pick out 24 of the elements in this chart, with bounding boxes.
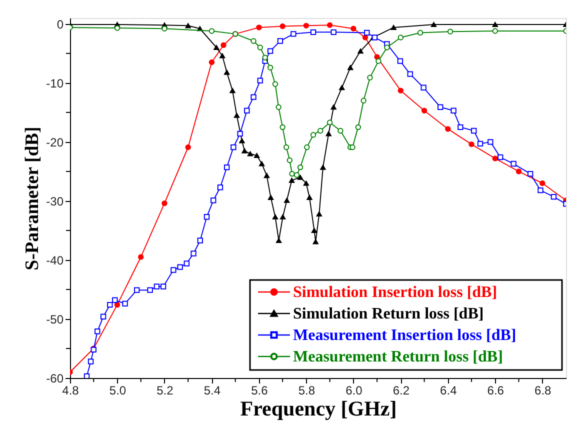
x-tick-label: 6.4	[440, 384, 458, 398]
x-tick-label: 5.0	[109, 384, 126, 398]
x-tick-label: 5.4	[204, 384, 221, 398]
y-tick-label: -10	[46, 76, 64, 90]
x-tick-label: 6.6	[487, 384, 504, 398]
x-tick-label: 6.8	[534, 384, 552, 398]
x-tick-label: 6.0	[346, 384, 363, 398]
x-tick-label: 5.8	[298, 384, 316, 398]
y-tick-label: 0	[56, 17, 64, 32]
y-tick-label: -20	[46, 135, 64, 150]
y-tick-label: -60	[46, 372, 64, 386]
legend-label: Measurement Insertion loss [dB]	[293, 327, 516, 344]
x-tick-label: 4.8	[62, 384, 80, 398]
y-tick-label: -40	[46, 253, 64, 268]
x-tick-label: 6.2	[392, 384, 410, 398]
y-tick-label: -30	[46, 194, 64, 208]
x-tick-label: 5.6	[251, 384, 268, 398]
y-axis-title: S-Parameter [dB]	[22, 126, 44, 270]
x-axis-title: Frequency [GHz]	[240, 396, 397, 420]
y-tick-label: -50	[46, 312, 64, 326]
legend-label: Measurement Return loss [dB]	[293, 348, 503, 366]
legend-label: Simulation Insertion loss [dB]	[293, 284, 498, 301]
x-tick-label: 5.2	[156, 384, 174, 398]
legend-label: Simulation Return loss [dB]	[293, 306, 484, 322]
